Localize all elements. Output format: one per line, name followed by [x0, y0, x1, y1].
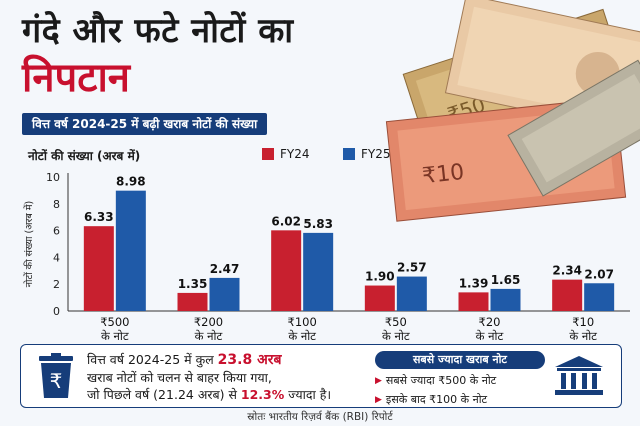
legend-label-fy25: FY25 [361, 147, 391, 161]
info-total: 23.8 अरब [217, 352, 282, 368]
data-label: 5.83 [303, 217, 333, 231]
bar-fy24 [271, 230, 302, 311]
rupee-bin-icon: ₹ [39, 353, 73, 398]
x-tick-label-sub: के नोट [476, 329, 504, 343]
currency-notes-image: ₹50 ₹10 [385, 0, 640, 222]
svg-text:₹10: ₹10 [421, 160, 465, 189]
legend-swatch-fy24 [262, 148, 274, 160]
info-percent: 12.3% [240, 387, 285, 402]
bar-fy25 [584, 283, 615, 311]
data-label: 6.02 [271, 214, 301, 228]
data-label: 6.33 [84, 210, 114, 224]
y-tick-label: 0 [53, 305, 60, 318]
data-label: 2.34 [552, 264, 582, 278]
x-tick-label: ₹20 [479, 315, 501, 329]
source-note: स्रोतः भारतीय रिज़र्व बैंक (RBI) रिपोर्ट [247, 411, 393, 423]
x-tick-label: ₹10 [572, 315, 594, 329]
info-text: वित्त वर्ष 2024-25 में कुल 23.8 अरब खराब… [87, 351, 367, 403]
bar-fy24 [552, 279, 583, 311]
bar-fy25 [303, 232, 334, 311]
bar-chart: 0 2 4 6 8 10 नोटों की संख्या (अरब में) 6.33 8.98… [23, 171, 630, 343]
x-tick-label: ₹200 [194, 315, 223, 329]
legend-fy25: FY25 [343, 147, 391, 161]
page-title-line1: गंदे और फटे नोटों का [22, 11, 294, 51]
data-label: 1.35 [178, 277, 208, 291]
bar-fy25 [490, 288, 521, 311]
data-label: 1.90 [365, 270, 395, 284]
triangle-icon: ▶ [375, 375, 382, 386]
x-tick-label-sub: के नोट [195, 329, 223, 343]
info-part3: जो पिछले वर्ष (21.24 अरब) से [87, 387, 241, 402]
most-damaged-box: सबसे ज्यादा खराब नोट ▶ सबसे ज्यादा ₹500 … [375, 351, 545, 407]
data-label: 2.57 [397, 261, 427, 275]
bar-fy24 [364, 285, 395, 311]
most-damaged-item: ▶ सबसे ज्यादा ₹500 के नोट [375, 373, 545, 388]
legend-label-fy24: FY24 [280, 147, 310, 161]
bar-fy24 [177, 292, 208, 311]
bar-fy24 [458, 292, 489, 311]
most-damaged-title: सबसे ज्यादा खराब नोट [375, 351, 545, 369]
info-part2: खराब नोटों को चलन से बाहर किया गया, [87, 370, 272, 385]
legend-swatch-fy25 [343, 148, 355, 160]
x-tick-label: ₹50 [385, 315, 407, 329]
y-tick-label: 8 [53, 198, 60, 211]
info-box: ₹ वित्त वर्ष 2024-25 में कुल 23.8 अरब खर… [20, 344, 622, 408]
y-tick-label: 4 [53, 251, 60, 264]
bar-fy25 [396, 276, 427, 311]
svg-text:₹: ₹ [50, 369, 63, 393]
most-item-label: सबसे ज्यादा ₹500 के नोट [385, 374, 497, 387]
page-title-line2: निपटान [22, 55, 130, 101]
x-tick-label-sub: के नोट [382, 329, 410, 343]
chart-title: नोटों की संख्या (अरब में) [28, 149, 141, 163]
y-tick-label: 2 [53, 278, 60, 291]
data-label: 2.47 [210, 262, 240, 276]
subtitle-banner: वित्त वर्ष 2024-25 में बढ़ी खराब नोटों क… [22, 113, 268, 135]
y-axis-label: नोटों की संख्या (अरब में) [23, 201, 35, 287]
bank-icon [555, 356, 603, 395]
x-tick-label-sub: के नोट [101, 329, 129, 343]
data-label: 1.39 [459, 276, 489, 290]
y-tick-label: 10 [46, 171, 60, 184]
bar-fy25 [115, 190, 146, 311]
triangle-icon: ▶ [375, 394, 382, 405]
most-damaged-item: ▶ इसके बाद ₹100 के नोट [375, 392, 545, 407]
x-tick-label: ₹100 [288, 315, 317, 329]
legend-fy24: FY24 [262, 147, 310, 161]
bar-fy24 [83, 226, 114, 311]
most-item-label: इसके बाद ₹100 के नोट [385, 393, 488, 406]
x-tick-label: ₹500 [100, 315, 129, 329]
y-tick-label: 6 [53, 225, 60, 238]
x-tick-label-sub: के नोट [569, 329, 597, 343]
data-label: 2.07 [584, 267, 614, 281]
info-part4: ज्यादा है। [284, 387, 332, 402]
data-label: 8.98 [116, 175, 146, 189]
data-label: 1.65 [491, 273, 521, 287]
info-part1: वित्त वर्ष 2024-25 में कुल [87, 352, 218, 367]
x-tick-label-sub: के नोट [288, 329, 316, 343]
bar-fy25 [209, 277, 240, 311]
